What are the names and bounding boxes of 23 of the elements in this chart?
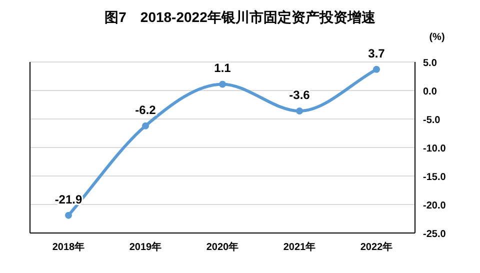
y-tick-label: -15.0 — [423, 172, 446, 183]
point — [142, 122, 149, 130]
data-label: -6.2 — [135, 102, 156, 117]
y-tick-label: -10.0 — [423, 144, 446, 154]
y-axis-title: (%) — [429, 32, 445, 43]
point — [65, 212, 72, 219]
point — [373, 66, 380, 73]
data-label: -3.6 — [289, 88, 310, 102]
y-tick-label: 5.0 — [423, 58, 438, 69]
point — [219, 80, 226, 88]
point — [296, 108, 303, 115]
x-tick-label: 2020年 — [206, 241, 239, 253]
x-tick-label: 2018年 — [52, 241, 85, 253]
data-label: 3.7 — [368, 46, 386, 60]
x-tick-label: 2022年 — [360, 241, 393, 253]
y-tick-label: 0.0 — [423, 86, 438, 98]
x-tick-label: 2019年 — [129, 241, 162, 253]
chart-title: 图7 2018-2022年银川市固定资产投资增速 — [104, 9, 376, 25]
y-tick-label: -5.0 — [423, 115, 441, 126]
y-tick-label: -20.0 — [423, 200, 446, 212]
data-label: 1.1 — [214, 61, 232, 76]
x-tick-label: 2021年 — [283, 241, 316, 253]
y-tick-label: -25.0 — [423, 229, 446, 240]
